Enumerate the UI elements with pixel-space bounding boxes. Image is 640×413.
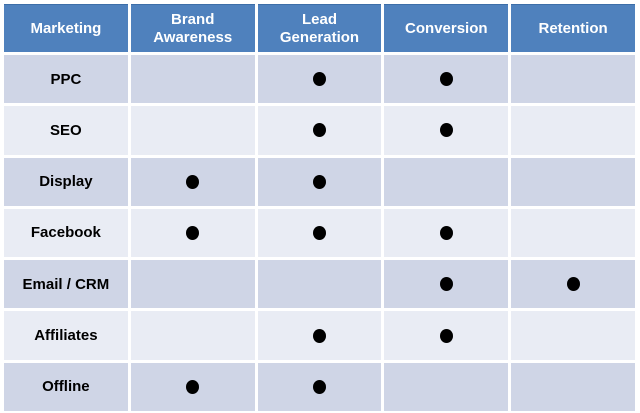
dot-icon: ● (312, 328, 326, 343)
matrix-cell-email-crm-retention: ● (511, 260, 635, 309)
matrix-cell-facebook-lead-generation: ● (257, 208, 382, 258)
matrix-cell-seo-retention (511, 106, 635, 155)
matrix-cell-display-lead-generation: ● (257, 157, 382, 206)
dot-icon: ● (566, 277, 580, 292)
matrix-cell-seo-brand-awareness (130, 106, 255, 155)
matrix-cell-email-crm-conversion: ● (384, 260, 509, 309)
header-cell-retention: Retention (511, 4, 635, 52)
matrix-cell-seo-lead-generation: ● (257, 106, 382, 155)
header-cell-marketing: Marketing (4, 4, 128, 52)
matrix-cell-display-brand-awareness: ● (130, 157, 255, 206)
row-label-facebook: Facebook (4, 208, 128, 258)
dot-icon: ● (439, 328, 453, 343)
dot-icon: ● (439, 123, 453, 138)
dot-icon: ● (439, 225, 453, 240)
header-cell-brand-awareness: Brand Awareness (130, 4, 255, 52)
matrix-cell-affiliates-lead-generation: ● (257, 311, 382, 360)
matrix-cell-offline-brand-awareness: ● (130, 362, 255, 411)
matrix-cell-offline-retention (511, 362, 635, 411)
row-label-email-crm: Email / CRM (4, 260, 128, 309)
matrix-cell-email-crm-lead-generation (257, 260, 382, 309)
row-label-affiliates: Affiliates (4, 311, 128, 360)
dot-icon: ● (312, 174, 326, 189)
row-label-offline: Offline (4, 362, 128, 411)
matrix-cell-seo-conversion: ● (384, 106, 509, 155)
row-label-display: Display (4, 157, 128, 206)
marketing-channel-matrix-table: Marketing Brand Awareness Lead Generation C… (4, 4, 635, 411)
matrix-cell-facebook-retention (511, 208, 635, 258)
header-cell-lead-generation: Lead Generation (257, 4, 382, 52)
matrix-cell-ppc-conversion: ● (384, 55, 509, 104)
matrix-cell-offline-lead-generation: ● (257, 362, 382, 411)
row-label-ppc: PPC (4, 55, 128, 104)
row-label-seo: SEO (4, 106, 128, 155)
dot-icon: ● (312, 72, 326, 87)
header-cell-conversion: Conversion (384, 4, 509, 52)
matrix-cell-ppc-retention (511, 55, 635, 104)
dot-icon: ● (186, 225, 200, 240)
matrix-cell-email-crm-brand-awareness (130, 260, 255, 309)
dot-icon: ● (312, 225, 326, 240)
dot-icon: ● (312, 123, 326, 138)
dot-icon: ● (439, 72, 453, 87)
dot-icon: ● (312, 379, 326, 394)
matrix-cell-facebook-conversion: ● (384, 208, 509, 258)
matrix-cell-display-retention (511, 157, 635, 206)
dot-icon: ● (186, 379, 200, 394)
dot-icon: ● (186, 174, 200, 189)
matrix-cell-offline-conversion (384, 362, 509, 411)
matrix-cell-ppc-brand-awareness (130, 55, 255, 104)
matrix-cell-facebook-brand-awareness: ● (130, 208, 255, 258)
matrix-cell-display-conversion (384, 157, 509, 206)
matrix-cell-affiliates-conversion: ● (384, 311, 509, 360)
matrix-cell-affiliates-brand-awareness (130, 311, 255, 360)
matrix-cell-affiliates-retention (511, 311, 635, 360)
matrix-cell-ppc-lead-generation: ● (257, 55, 382, 104)
dot-icon: ● (439, 277, 453, 292)
